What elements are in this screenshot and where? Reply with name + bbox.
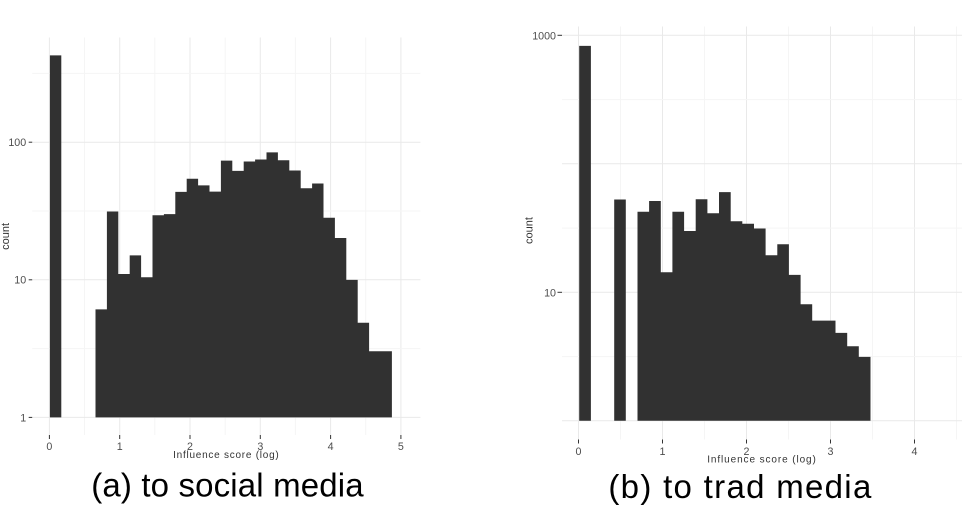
svg-text:5: 5 bbox=[398, 441, 404, 453]
svg-text:3: 3 bbox=[257, 441, 263, 453]
svg-text:10: 10 bbox=[14, 275, 26, 287]
svg-text:Influence score (log): Influence score (log) bbox=[173, 450, 279, 461]
svg-text:1: 1 bbox=[117, 441, 123, 453]
svg-text:3: 3 bbox=[828, 446, 834, 458]
svg-text:2: 2 bbox=[187, 441, 193, 453]
svg-text:(b) to trad media: (b) to trad media bbox=[608, 468, 872, 505]
svg-text:Influence score (log): Influence score (log) bbox=[707, 455, 817, 466]
svg-text:10: 10 bbox=[544, 288, 556, 300]
svg-text:0: 0 bbox=[46, 441, 52, 453]
svg-text:0: 0 bbox=[576, 446, 582, 458]
svg-text:2: 2 bbox=[744, 446, 750, 458]
svg-text:100: 100 bbox=[8, 137, 26, 149]
svg-text:4: 4 bbox=[912, 446, 918, 458]
svg-text:count: count bbox=[523, 217, 535, 244]
svg-text:1000: 1000 bbox=[532, 31, 556, 43]
svg-text:count: count bbox=[0, 223, 12, 250]
svg-text:4: 4 bbox=[328, 441, 334, 453]
svg-text:1: 1 bbox=[660, 446, 666, 458]
svg-text:(a) to social media: (a) to social media bbox=[91, 467, 364, 504]
svg-text:1: 1 bbox=[20, 412, 26, 424]
